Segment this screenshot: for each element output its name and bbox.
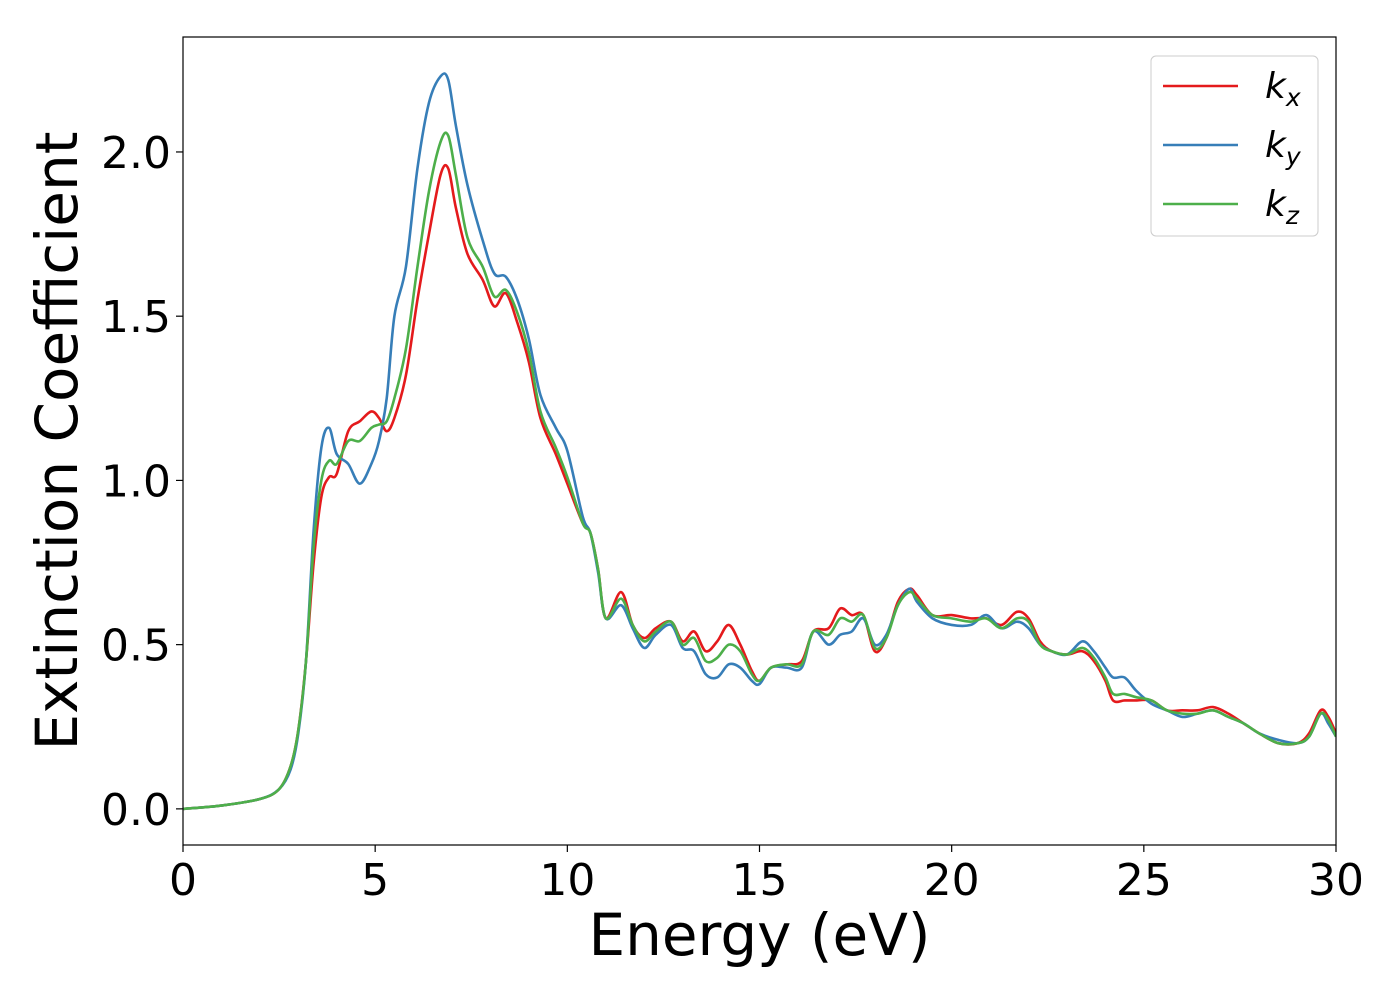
series-line-x [183,163,1336,811]
x-tick-label: 10 [539,855,595,906]
x-axis-ticks: 0 5 10 15 20 25 30 [169,845,1364,906]
series-line-z [183,131,1336,811]
y-axis-label: Extinction Coefficient [23,132,91,751]
x-tick-label: 5 [361,855,389,906]
y-tick-label: 0.0 [101,785,171,836]
series-line-y [183,72,1336,811]
x-tick-label: 30 [1308,855,1364,906]
x-tick-label: 0 [169,855,197,906]
legend-label-y: ky [1265,125,1302,171]
x-tick-label: 15 [732,855,788,906]
x-tick-label: 25 [1116,855,1172,906]
y-axis-ticks: 0.0 0.5 1.0 1.5 2.0 [101,128,183,836]
legend-label-z: kz [1265,184,1300,230]
x-axis-label: Energy (eV) [588,901,930,969]
x-tick-label: 20 [924,855,980,906]
y-tick-label: 0.5 [101,621,171,672]
series-layer [183,72,1336,811]
y-tick-label: 2.0 [101,128,171,179]
legend: kx ky kz [1150,55,1319,237]
y-tick-label: 1.5 [101,292,171,343]
legend-items: kx ky kz [1163,66,1302,230]
y-tick-label: 1.0 [101,456,171,507]
legend-label-x: kx [1265,66,1301,112]
